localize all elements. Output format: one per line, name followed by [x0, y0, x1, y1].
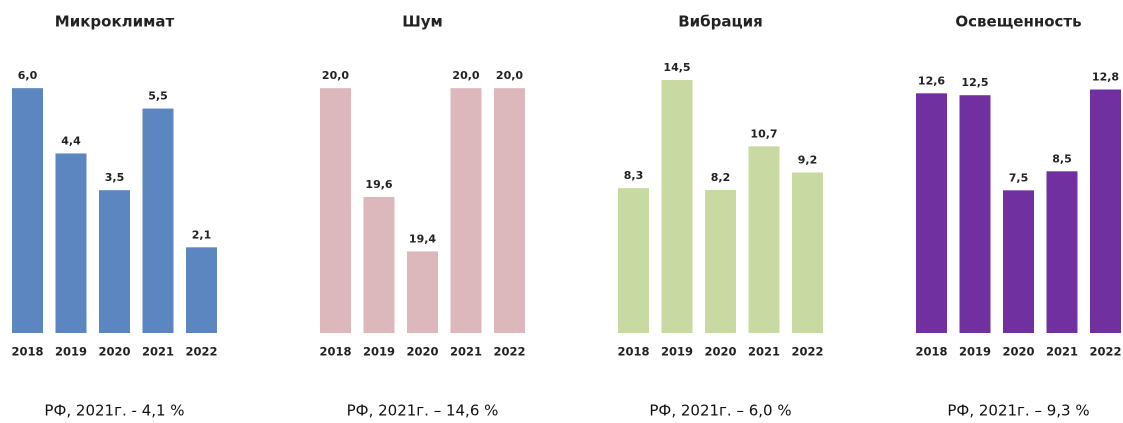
value-label: 20,0 — [322, 69, 349, 82]
x-tick-label: 2021 — [450, 345, 482, 359]
bar — [12, 88, 43, 334]
bar — [705, 189, 736, 333]
value-label: 8,2 — [711, 171, 731, 184]
x-tick-label: 2019 — [959, 345, 991, 359]
bar — [748, 146, 780, 333]
chart-title: Вибрация — [678, 13, 763, 31]
x-tick-label: 2020 — [406, 345, 438, 359]
bar — [916, 93, 947, 333]
bar — [320, 88, 351, 334]
x-tick-label: 2018 — [319, 345, 351, 359]
value-label: 2,1 — [192, 228, 212, 241]
bar — [99, 190, 130, 333]
bar — [55, 153, 87, 333]
bar — [142, 108, 174, 333]
value-label: 8,5 — [1052, 152, 1072, 165]
bar — [450, 88, 482, 334]
value-label: 7,5 — [1009, 171, 1029, 184]
x-tick-label: 2021 — [748, 345, 780, 359]
bar — [792, 172, 823, 333]
x-tick-label: 2018 — [11, 345, 43, 359]
x-tick-label: 2022 — [791, 345, 823, 359]
x-tick-label: 2020 — [1002, 345, 1034, 359]
value-label: 5,5 — [148, 90, 168, 103]
value-label: 6,0 — [18, 69, 38, 82]
bar — [959, 95, 991, 333]
x-tick-label: 2019 — [55, 345, 87, 359]
value-label: 12,5 — [961, 76, 988, 89]
x-tick-label: 2021 — [1046, 345, 1078, 359]
chart-title: Шум — [402, 13, 443, 31]
bar — [661, 80, 693, 333]
x-tick-label: 2021 — [142, 345, 174, 359]
bar — [1003, 190, 1034, 333]
bar — [618, 188, 649, 333]
x-tick-label: 2020 — [704, 345, 736, 359]
note: РФ, 2021г. – 9,3 % — [947, 402, 1089, 420]
chart-title: Микроклимат — [55, 13, 175, 31]
x-tick-label: 2018 — [617, 345, 649, 359]
value-label: 8,3 — [624, 169, 644, 182]
bar — [363, 196, 395, 333]
bar — [186, 247, 217, 333]
bar — [494, 88, 525, 334]
value-label: 12,6 — [918, 74, 945, 87]
value-label: 14,5 — [663, 61, 690, 74]
note: РФ, 2021г. – 6,0 % — [649, 402, 791, 420]
note: РФ, 2021г. – 14,6 % — [347, 402, 499, 420]
value-label: 12,8 — [1092, 71, 1119, 84]
value-label: 10,7 — [750, 127, 777, 140]
value-label: 3,5 — [105, 171, 125, 184]
value-label: 9,2 — [798, 153, 818, 166]
chart-title: Освещенность — [955, 13, 1081, 31]
value-label: 20,0 — [496, 69, 523, 82]
x-tick-label: 2022 — [1089, 345, 1121, 359]
x-tick-label: 2019 — [661, 345, 693, 359]
x-tick-label: 2020 — [98, 345, 130, 359]
x-tick-label: 2022 — [493, 345, 525, 359]
note: РФ, 2021г. - 4,1 % — [44, 402, 184, 420]
value-label: 19,4 — [409, 232, 436, 245]
bar — [1090, 89, 1121, 333]
x-tick-label: 2022 — [185, 345, 217, 359]
value-label: 19,6 — [365, 178, 392, 191]
x-tick-label: 2019 — [363, 345, 395, 359]
bar — [1046, 171, 1078, 333]
bar — [407, 251, 438, 333]
x-tick-label: 2018 — [915, 345, 947, 359]
value-label: 20,0 — [452, 69, 479, 82]
value-label: 4,4 — [61, 134, 81, 147]
